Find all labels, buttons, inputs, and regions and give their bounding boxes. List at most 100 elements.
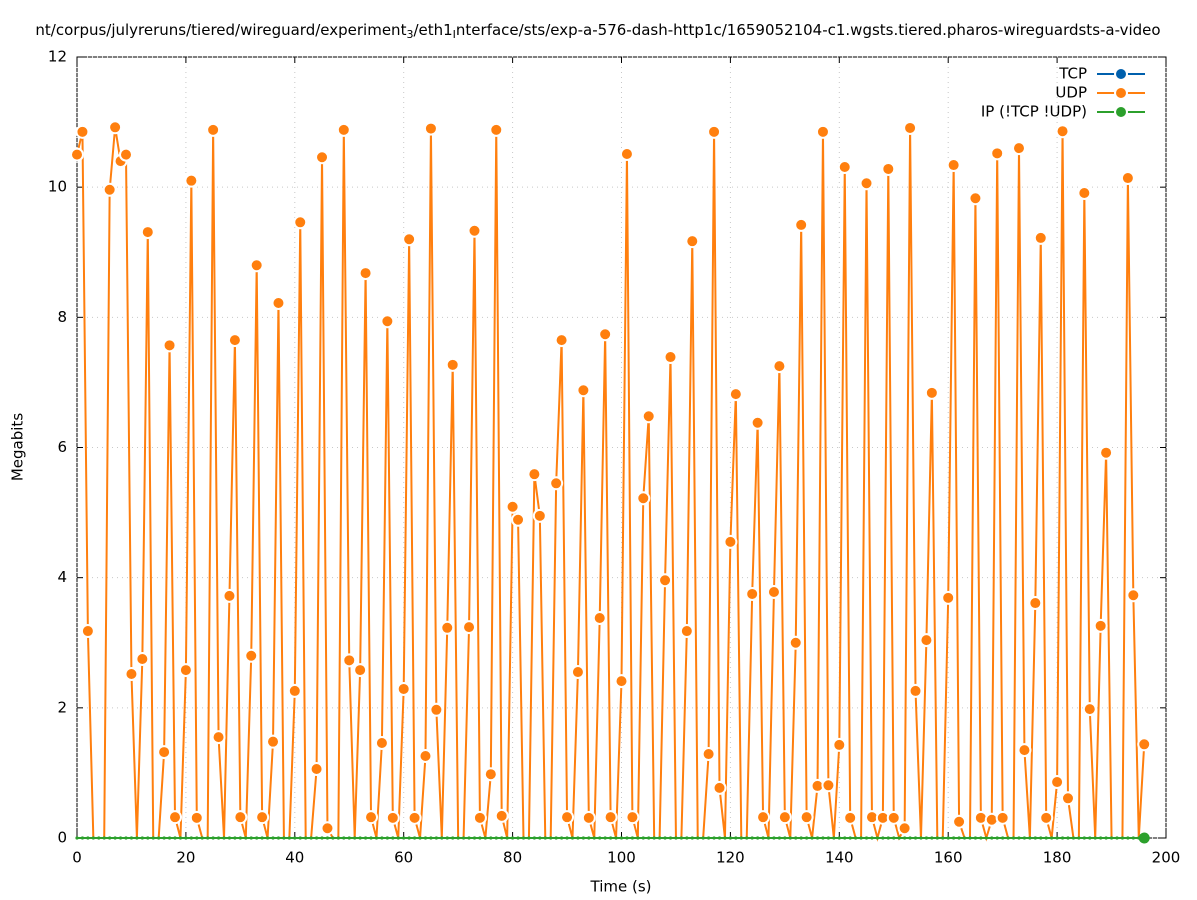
data-point [652, 836, 656, 840]
data-point [756, 836, 760, 840]
data-point [549, 836, 553, 840]
data-point [679, 836, 683, 840]
data-point [946, 836, 950, 840]
data-point [244, 836, 248, 840]
data-point [211, 836, 215, 840]
data-point [271, 296, 286, 311]
data-point [962, 836, 967, 840]
data-point [788, 836, 792, 840]
data-point [505, 836, 509, 840]
data-point [353, 663, 368, 678]
data-point [320, 836, 324, 840]
data-point [1099, 445, 1114, 460]
legend-marker [1114, 105, 1128, 119]
x-tick-label: 80 [503, 849, 522, 867]
data-point [500, 836, 504, 840]
data-point [489, 836, 493, 840]
data-point [625, 810, 640, 825]
data-point [108, 120, 123, 135]
chart-title: nt/corpus/julyreruns/tiered/wireguard/ex… [35, 21, 1160, 42]
data-point [1077, 836, 1081, 840]
data-point [658, 836, 662, 840]
title-subscript: 3 [406, 28, 413, 41]
data-point [886, 810, 901, 825]
data-point [467, 836, 471, 840]
x-tick-label: 60 [394, 849, 413, 867]
data-point [995, 836, 999, 840]
data-point [385, 810, 400, 825]
data-point [761, 836, 765, 840]
data-point [1077, 186, 1092, 201]
y-tick-label: 2 [57, 698, 67, 716]
data-point [483, 836, 487, 840]
data-point [1137, 737, 1152, 752]
data-point [630, 836, 634, 840]
data-point [178, 836, 183, 840]
data-point [304, 836, 308, 840]
data-point [979, 836, 983, 840]
data-point [527, 836, 531, 840]
data-point [494, 808, 509, 823]
data-point [1017, 836, 1021, 840]
data-point [206, 836, 210, 840]
data-point [837, 836, 841, 840]
data-point [119, 147, 134, 162]
data-point [396, 681, 411, 696]
data-point [881, 836, 885, 840]
data-point [739, 836, 743, 840]
data-point [821, 836, 825, 840]
data-point [609, 836, 613, 840]
data-point [619, 836, 624, 840]
data-point [385, 836, 389, 840]
data-point [1050, 775, 1065, 790]
data-point [886, 836, 890, 840]
data-point [587, 836, 591, 840]
data-point [511, 512, 526, 527]
data-point [641, 409, 656, 424]
data-point [75, 836, 79, 840]
data-point [707, 836, 711, 840]
data-point [184, 836, 188, 840]
data-point [440, 836, 444, 840]
data-point [576, 383, 591, 398]
data-point [135, 652, 150, 667]
data-point [402, 232, 417, 247]
data-point [342, 836, 346, 840]
data-point [674, 836, 678, 840]
data-point [1055, 124, 1070, 139]
data-point [265, 836, 270, 840]
x-axis-label: Time (s) [590, 878, 652, 896]
data-point [1109, 836, 1114, 840]
data-point [549, 476, 564, 491]
data-point [756, 810, 771, 825]
x-tick-label: 200 [1152, 849, 1181, 867]
data-point [690, 836, 694, 840]
data-point [364, 810, 379, 825]
data-point [799, 836, 803, 840]
data-point [298, 836, 302, 840]
data-point [1115, 836, 1119, 840]
data-point [206, 122, 221, 137]
data-point [1131, 836, 1135, 840]
data-point [314, 836, 319, 840]
y-tick-label: 10 [48, 178, 67, 196]
data-point [255, 836, 259, 840]
data-point [140, 225, 155, 240]
data-point [1082, 836, 1086, 840]
legend-label: TCP [1058, 65, 1087, 83]
data-point [1126, 836, 1130, 840]
data-point [168, 810, 183, 825]
data-point [952, 836, 956, 840]
data-point [973, 836, 978, 840]
data-point [157, 745, 172, 760]
data-point [990, 836, 994, 840]
data-point [723, 534, 738, 549]
data-point [810, 836, 814, 840]
data-point [108, 836, 112, 840]
data-point [897, 836, 901, 840]
data-point [968, 191, 983, 206]
data-point [391, 836, 395, 840]
data-point [445, 357, 460, 372]
x-tick-label: 120 [716, 849, 745, 867]
data-point [418, 748, 433, 763]
